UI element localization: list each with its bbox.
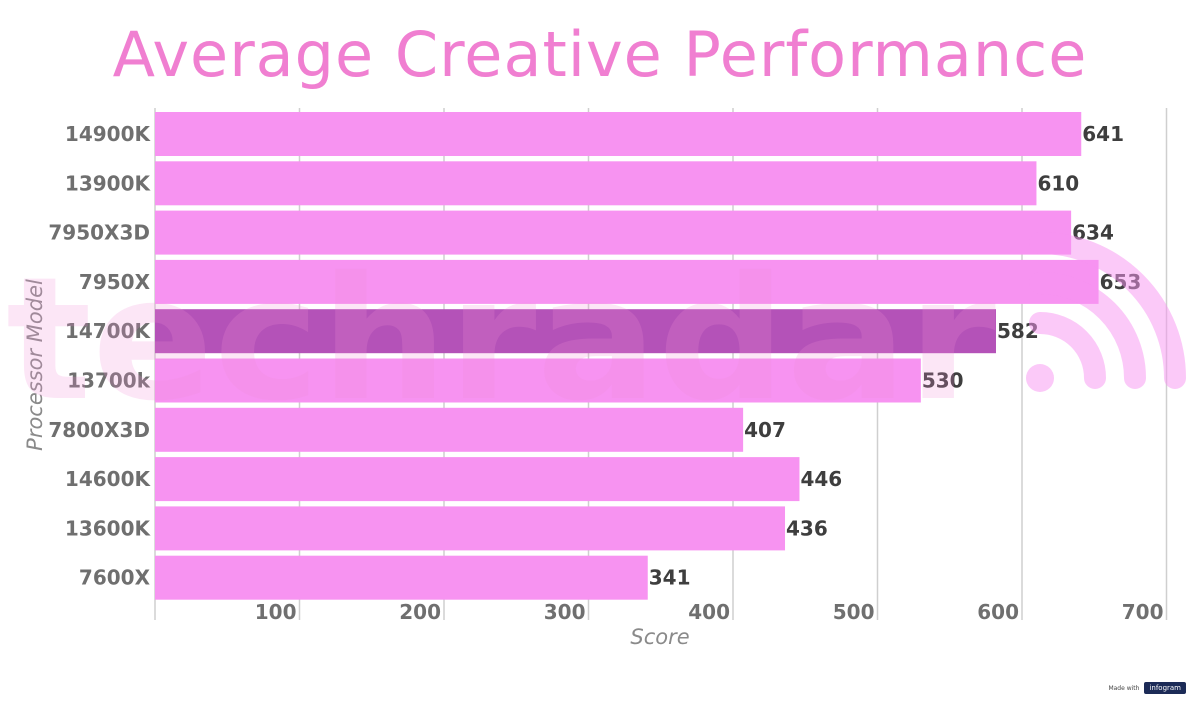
made-with-label: Made with	[1108, 684, 1140, 692]
x-tick-label: 200	[399, 600, 441, 624]
bar-7800x3d	[155, 407, 744, 452]
value-label: 653	[1100, 270, 1142, 294]
category-label: 7950X3D	[48, 221, 150, 245]
bar-14600k	[155, 457, 800, 502]
category-label: 14700K	[65, 319, 152, 343]
x-tick-label: 600	[977, 600, 1019, 624]
infogram-logo[interactable]: infogram	[1144, 682, 1186, 694]
value-label: 530	[922, 369, 964, 393]
category-label: 13700k	[67, 369, 151, 393]
x-tick-label: 400	[688, 600, 730, 624]
bars	[155, 112, 1099, 600]
bar-13900k	[155, 161, 1037, 206]
category-label: 13900K	[65, 171, 152, 195]
x-tick-label: 100	[255, 600, 297, 624]
category-label: 13600K	[65, 516, 152, 540]
x-axis-title: Score	[630, 625, 689, 649]
bar-7950x	[155, 259, 1099, 304]
bar-7950x3d	[155, 210, 1072, 255]
category-label: 7600X	[79, 566, 151, 590]
x-tick-label: 500	[833, 600, 875, 624]
category-labels: 14900K 13900K 7950X3D 7950X 14700K 13700k 7800…	[48, 122, 151, 590]
bar-14700k	[155, 309, 996, 354]
made-with-infogram[interactable]: Made with infogram	[1108, 682, 1186, 694]
x-tick-label: 300	[544, 600, 586, 624]
category-label: 14900K	[65, 122, 152, 146]
category-label: 14600K	[65, 467, 152, 491]
y-axis-title: Processor Model	[23, 279, 47, 451]
value-label: 407	[744, 418, 786, 442]
bar-7600x	[155, 555, 648, 600]
category-label: 7950X	[79, 270, 151, 294]
value-label: 446	[800, 467, 842, 491]
value-label: 610	[1037, 171, 1079, 195]
x-tick-label: 700	[1122, 600, 1164, 624]
bar-13700k	[155, 358, 921, 403]
bar-14900k	[155, 112, 1082, 156]
value-label: 634	[1072, 221, 1114, 245]
value-label: 641	[1082, 122, 1124, 146]
bar-13600k	[155, 506, 786, 551]
value-label: 582	[997, 319, 1039, 343]
x-tick-labels: 100 200 300 400 500 600 700	[255, 600, 1164, 624]
value-label: 436	[786, 516, 828, 540]
value-label: 341	[649, 566, 691, 590]
chart-title: Average Creative Performance	[112, 18, 1088, 91]
category-label: 7800X3D	[48, 418, 150, 442]
